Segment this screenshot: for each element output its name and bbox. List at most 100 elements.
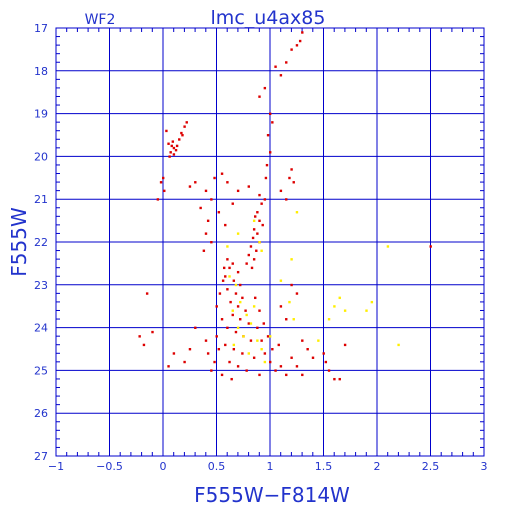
yellow-data-point <box>343 309 347 312</box>
red-data-point <box>172 146 176 150</box>
red-data-point <box>338 377 341 381</box>
yellow-data-point <box>333 305 336 308</box>
red-data-point <box>269 112 272 115</box>
red-data-point <box>285 318 288 321</box>
y-tick-label: 27 <box>34 450 48 463</box>
red-data-point <box>245 262 248 265</box>
red-data-point <box>255 249 258 252</box>
red-data-point <box>241 352 244 355</box>
red-data-point <box>301 31 304 34</box>
x-tick-label: 0.5 <box>208 460 226 473</box>
red-data-point <box>274 65 277 68</box>
red-data-point <box>252 356 256 359</box>
red-data-point <box>228 266 231 270</box>
red-data-point <box>142 343 146 347</box>
red-data-point <box>226 258 229 261</box>
red-data-point <box>228 360 231 364</box>
red-data-point <box>266 134 270 137</box>
red-data-point <box>247 322 250 325</box>
red-data-point <box>224 275 227 278</box>
red-data-point <box>210 241 213 244</box>
red-data-point <box>170 144 173 148</box>
x-tick-label: 2.5 <box>422 460 440 473</box>
yellow-data-point <box>249 322 253 325</box>
x-tick-label: 3 <box>481 460 488 473</box>
x-axis-label: F555W−F814W <box>194 483 350 507</box>
chart-subtitle: WF2 <box>85 12 116 28</box>
tick-labels: −1 −0.5 0 0.5 1 1.5 2 2.5 3 17 18 19 20 21 22 23 24 25 26 2… <box>34 22 488 473</box>
red-data-point <box>217 348 221 351</box>
yellow-data-point <box>288 300 291 304</box>
y-tick-label: 25 <box>34 364 48 377</box>
yellow-data-point <box>245 313 248 317</box>
red-data-point <box>171 140 175 143</box>
yellow-data-point <box>228 275 231 278</box>
red-data-point <box>258 373 261 377</box>
yellow-data-point <box>242 335 245 338</box>
red-data-point <box>285 373 288 377</box>
red-data-point <box>222 266 226 270</box>
red-data-point <box>221 279 225 282</box>
red-data-point <box>265 163 269 167</box>
red-data-point <box>236 305 240 308</box>
yellow-data-point <box>365 309 368 312</box>
red-data-point <box>239 283 242 287</box>
red-data-point <box>220 318 224 321</box>
y-tick-label: 17 <box>34 22 48 35</box>
yellow-data-point <box>295 211 299 214</box>
red-data-point <box>245 369 248 372</box>
red-data-point <box>165 129 168 133</box>
red-data-point <box>271 348 274 351</box>
red-data-point <box>258 309 261 312</box>
x-tick-label: −1 <box>48 460 64 473</box>
y-tick-label: 21 <box>34 193 48 206</box>
yellow-data-point <box>279 279 283 282</box>
red-data-point <box>204 189 208 193</box>
yellow-data-point <box>263 360 267 364</box>
red-data-point <box>167 142 170 145</box>
red-data-point <box>172 153 176 156</box>
red-data-point <box>180 131 183 135</box>
red-data-point <box>215 305 218 308</box>
red-data-point <box>151 330 154 334</box>
red-data-point <box>215 335 218 338</box>
red-data-point <box>298 39 302 43</box>
red-data-point <box>322 352 325 355</box>
red-data-point <box>263 352 267 355</box>
yellow-data-point <box>231 309 234 312</box>
red-data-point <box>250 266 254 270</box>
red-data-point <box>199 206 202 210</box>
red-data-point <box>244 309 247 312</box>
yellow-data-point <box>247 352 250 355</box>
red-data-point <box>185 121 188 124</box>
red-data-point <box>343 343 347 347</box>
red-data-point <box>292 181 295 184</box>
red-data-point <box>274 369 277 372</box>
red-data-point <box>175 144 179 148</box>
red-data-point <box>234 330 238 334</box>
red-data-point <box>256 326 259 329</box>
yellow-data-point <box>290 258 293 261</box>
red-data-point <box>252 228 256 231</box>
red-data-point <box>249 339 253 342</box>
red-data-point <box>188 185 192 188</box>
y-tick-label: 20 <box>34 150 48 163</box>
x-tick-label: 0 <box>160 460 167 473</box>
red-data-point <box>279 305 283 308</box>
yellow-data-point <box>386 245 390 248</box>
red-data-point <box>290 48 293 51</box>
red-data-point <box>252 258 256 261</box>
red-data-point <box>202 249 206 252</box>
red-data-point <box>159 181 163 184</box>
red-data-point <box>206 352 210 355</box>
y-tick-label: 19 <box>34 108 48 121</box>
yellow-data-point <box>292 318 295 321</box>
red-data-point <box>311 356 315 359</box>
red-data-point <box>285 61 288 64</box>
yellow-data-point <box>252 305 256 308</box>
data-points <box>138 31 432 381</box>
red-data-point <box>163 189 166 193</box>
red-data-point <box>301 339 304 342</box>
yellow-data-point <box>269 335 272 338</box>
red-data-point <box>145 292 149 295</box>
